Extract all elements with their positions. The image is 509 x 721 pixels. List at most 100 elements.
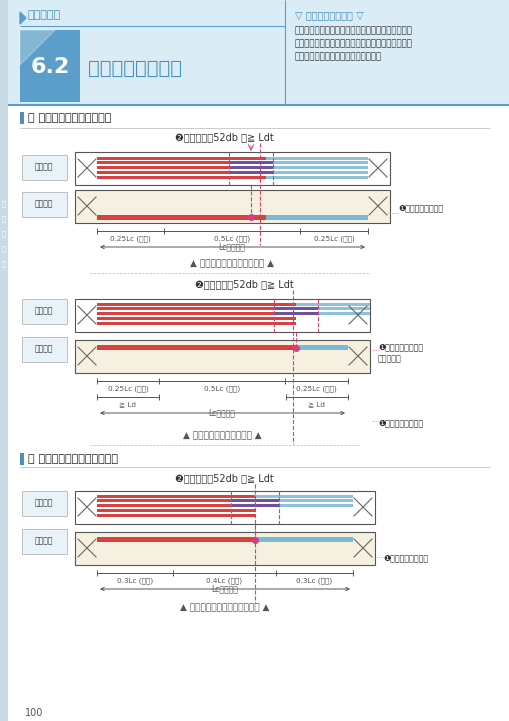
Text: ｛平置｝: ｛平置｝ (35, 498, 53, 508)
Text: Lc＝樑淨距: Lc＝樑淨距 (208, 409, 235, 417)
Text: ❶一支樑不得左右同: ❶一支樑不得左右同 (377, 342, 422, 351)
Bar (97, 537, 254, 542)
Bar (273, 345, 347, 350)
Bar (20, 30, 80, 102)
Bar (22, 299, 67, 324)
Text: 圖: 圖 (2, 260, 6, 267)
Bar (97, 322, 295, 325)
Bar (97, 499, 254, 502)
Bar (273, 312, 318, 315)
Bar (75, 532, 374, 565)
Bar (97, 345, 295, 350)
Bar (97, 504, 254, 507)
Text: Lc＝樑淨距: Lc＝樑淨距 (211, 585, 238, 593)
Text: ▽ 鋼筋搭接注意事項 ▽: ▽ 鋼筋搭接注意事項 ▽ (294, 10, 363, 20)
Text: 樑鋼筋搭接時，兩支搭接鋼筋應上下非列鋼築，鑄出: 樑鋼筋搭接時，兩支搭接鋼筋應上下非列鋼築，鑄出 (294, 26, 412, 35)
Bar (97, 215, 266, 220)
Text: 0.5Lc (中央): 0.5Lc (中央) (213, 235, 249, 242)
Bar (273, 303, 369, 306)
Bar (229, 161, 367, 164)
Text: 0.25Lc (右側): 0.25Lc (右側) (295, 385, 336, 392)
Text: ❶地樑鋼筋搭接範圍: ❶地樑鋼筋搭接範圍 (382, 553, 427, 562)
Bar (75, 491, 374, 524)
Text: 樑鋼筋配筋示意圖: 樑鋼筋配筋示意圖 (88, 58, 182, 77)
Text: ▲ 一般梁上層鋼筋在棟中央搭接 ▲: ▲ 一般梁上層鋼筋在棟中央搭接 ▲ (180, 603, 269, 612)
Text: 時進行搭接: 時進行搭接 (377, 354, 401, 363)
Bar (273, 307, 369, 310)
Text: 0.4Lc (中央): 0.4Lc (中央) (206, 577, 242, 583)
Text: Lc＝樑淨距: Lc＝樑淨距 (218, 242, 245, 252)
Bar (97, 307, 295, 310)
Text: 0.5Lc (中央): 0.5Lc (中央) (204, 385, 240, 392)
Text: ｛平置｝: ｛平置｝ (35, 306, 53, 316)
Bar (273, 307, 318, 310)
Bar (229, 166, 367, 169)
Text: 100: 100 (25, 708, 43, 718)
Text: ▲ 地梁下層鋼筋在棟中央搭接 ▲: ▲ 地梁下層鋼筋在棟中央搭接 ▲ (190, 259, 273, 268)
Bar (97, 176, 266, 179)
Bar (229, 171, 367, 174)
Text: ❶地樑鋼筋搭接範圍: ❶地樑鋼筋搭接範圍 (377, 418, 422, 427)
Bar (229, 166, 272, 169)
Bar (97, 171, 266, 174)
Bar (75, 152, 389, 185)
Bar (97, 495, 254, 498)
Bar (229, 215, 367, 220)
Bar (75, 340, 369, 373)
Bar (8, 0, 509, 105)
Bar (97, 303, 295, 306)
Bar (231, 499, 352, 502)
Text: 0.25Lc (右側): 0.25Lc (右側) (313, 235, 354, 242)
Text: ≧ Ld: ≧ Ld (308, 401, 325, 407)
Text: ｛立置｝: ｛立置｝ (35, 536, 53, 546)
Text: 作: 作 (2, 230, 6, 236)
Text: 筋: 筋 (2, 215, 6, 221)
Bar (231, 504, 278, 507)
Bar (22, 529, 67, 554)
Bar (231, 499, 278, 502)
Bar (22, 337, 67, 362)
Bar (229, 157, 367, 160)
Bar (97, 157, 266, 160)
Text: ≧ Ld: ≧ Ld (119, 401, 136, 407)
Bar (97, 514, 254, 517)
Bar (22, 192, 67, 217)
Text: ❶地樑鋼筋搭接範圍: ❶地樑鋼筋搭接範圍 (397, 203, 442, 213)
Bar (97, 509, 254, 512)
Bar (75, 190, 389, 223)
Bar (229, 176, 367, 179)
Bar (231, 495, 352, 498)
Text: 鋼筋作料圖: 鋼筋作料圖 (28, 10, 61, 20)
Bar (97, 317, 295, 320)
Bar (97, 312, 295, 315)
Text: 0.25Lc (左側): 0.25Lc (左側) (109, 235, 150, 242)
Bar (231, 504, 352, 507)
Text: ｛立置｝: ｛立置｝ (35, 345, 53, 353)
Bar (229, 161, 272, 164)
Text: ▲ 地梁上層鋼筋在棟側搭接 ▲: ▲ 地梁上層鋼筋在棟側搭接 ▲ (182, 431, 261, 440)
Bar (0, 0, 8, 721)
Bar (20, 453, 24, 465)
Text: Ⓐ 地樑鋼筋搭接位置及規定: Ⓐ 地樑鋼筋搭接位置及規定 (28, 113, 111, 123)
Text: ❷搭接長度＝52db 且≧ Ldt: ❷搭接長度＝52db 且≧ Ldt (194, 279, 293, 289)
Text: 鋼: 鋼 (2, 200, 6, 207)
Polygon shape (20, 12, 26, 24)
Bar (229, 171, 272, 174)
Polygon shape (20, 30, 55, 65)
Text: 6.2: 6.2 (31, 57, 70, 77)
Text: ｛平置｝: ｛平置｝ (35, 162, 53, 172)
Bar (231, 537, 352, 542)
Text: ❷搭接長度＝52db 且≧ Ldt: ❷搭接長度＝52db 且≧ Ldt (175, 473, 273, 483)
Bar (22, 491, 67, 516)
Bar (97, 161, 266, 164)
Bar (75, 299, 369, 332)
Text: 影響粗骨材通過，造成粒料分離現象。: 影響粗骨材通過，造成粒料分離現象。 (294, 52, 381, 61)
Text: 整排主筋各鋼筋間的空隙足夠，避免混凝土澆築時，: 整排主筋各鋼筋間的空隙足夠，避免混凝土澆築時， (294, 39, 412, 48)
Bar (97, 166, 266, 169)
Bar (22, 155, 67, 180)
Text: ｛立置｝: ｛立置｝ (35, 200, 53, 208)
Text: 0.3Lc (右側): 0.3Lc (右側) (295, 577, 331, 583)
Bar (273, 312, 369, 315)
Bar (20, 112, 24, 124)
Text: 0.3Lc (左側): 0.3Lc (左側) (117, 577, 153, 583)
